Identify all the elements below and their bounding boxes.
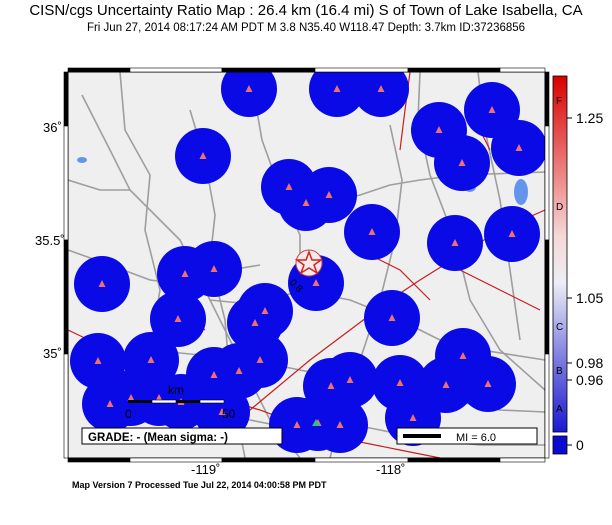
station-triangle-icon: [336, 421, 344, 428]
lat-label-35: 35˚: [43, 346, 62, 361]
colorbar: [552, 75, 572, 455]
frame-segment: [67, 67, 131, 73]
frame-segment: [544, 239, 550, 355]
station-triangle-icon: [251, 319, 259, 326]
colorbar-tick-0-98: 0.98: [576, 355, 604, 371]
frame-segment: [544, 71, 550, 127]
grade-box: GRADE: - (Mean sigma: -): [81, 427, 283, 445]
grade-letter-a: A: [556, 404, 563, 415]
station-triangle-icon: [302, 199, 310, 206]
station-triangle-icon: [409, 414, 417, 421]
grade-text: GRADE: - (Mean sigma: -): [88, 432, 228, 444]
lon-label-119: -119˚: [191, 462, 221, 477]
station-triangle-icon: [442, 381, 450, 388]
station-triangle-icon: [333, 85, 341, 92]
frame-segment: [314, 67, 409, 73]
station-triangle-icon: [396, 379, 404, 386]
station-triangle-icon: [488, 106, 496, 113]
station-triangle-icon: [285, 183, 293, 190]
station-uncertainty-circle: [353, 72, 409, 117]
frame-segment: [221, 457, 316, 463]
frame-segment: [499, 67, 546, 73]
lon-label-118: -118˚: [376, 462, 406, 477]
station-triangle-icon: [293, 421, 301, 428]
station-layer: [70, 72, 545, 453]
station-triangle-icon: [174, 315, 182, 322]
frame-segment: [67, 457, 131, 463]
map-title: CISN/cgs Uncertainty Ratio Map : 26.4 km…: [29, 2, 583, 19]
station-triangle-icon: [312, 279, 320, 286]
station-uncertainty-circle: [221, 72, 277, 117]
frame-segment: [544, 353, 550, 459]
station-triangle-icon: [515, 144, 523, 151]
map-frame-ticks: [63, 67, 550, 463]
mi-legend-text: MI = 6.0: [456, 432, 496, 444]
frame-segment: [499, 457, 546, 463]
station-triangle-icon: [484, 380, 492, 387]
frame-segment: [63, 125, 69, 241]
scale-bar-unit: km: [168, 383, 184, 397]
station-triangle-icon: [458, 159, 466, 166]
station-triangle-icon: [218, 408, 226, 415]
station-triangle-icon: [245, 85, 253, 92]
station-triangle-icon: [261, 307, 269, 314]
frame-segment: [63, 71, 69, 127]
station-uncertainty-circle: [309, 72, 365, 117]
colorbar-tick-1-25: 1.25: [576, 110, 604, 126]
colorbar-tick-1-05: 1.05: [576, 290, 604, 306]
station-triangle-icon: [235, 367, 243, 374]
frame-segment: [544, 125, 550, 241]
station-triangle-icon: [98, 280, 106, 287]
station-triangle-icon: [388, 314, 396, 321]
scale-bar-end: 50: [222, 407, 236, 421]
grade-letter-d: D: [556, 202, 564, 213]
station-triangle-icon: [94, 357, 102, 364]
station-triangle-icon: [451, 239, 459, 246]
map-subtitle: Fri Jun 27, 2014 08:17:24 AM PDT M 3.8 N…: [86, 22, 526, 34]
scale-bar-start: 0: [125, 407, 132, 421]
frame-segment: [129, 67, 223, 73]
star-icon: [294, 249, 324, 275]
station-triangle-icon: [435, 126, 443, 133]
station-triangle-icon: [508, 230, 516, 237]
station-triangle-icon: [327, 382, 335, 389]
station-triangle-icon: [459, 352, 467, 359]
station-triangle-icon: [199, 152, 207, 159]
frame-segment: [221, 67, 316, 73]
station-triangle-icon: [210, 265, 218, 272]
station-triangle-icon: [368, 228, 376, 235]
station-triangle-icon: [155, 394, 163, 401]
frame-segment: [63, 239, 69, 355]
grade-letter-f: F: [556, 96, 563, 107]
colorbar-tick-0: 0: [576, 437, 584, 453]
station-triangle-icon: [325, 191, 333, 198]
colorbar-tick-0-96: 0.96: [576, 372, 604, 388]
scale-bar: km 0 50: [125, 383, 236, 421]
station-triangle-icon: [106, 400, 114, 407]
station-triangle-icon: [210, 371, 218, 378]
station-triangle-icon: [377, 85, 385, 92]
frame-segment: [407, 67, 501, 73]
map-footer: Map Version 7 Processed Tue Jul 22, 2014…: [72, 480, 327, 490]
station-triangle-icon: [147, 356, 155, 363]
lat-label-35-5: 35.5˚: [35, 233, 65, 248]
station-triangle-icon: [256, 356, 264, 363]
grade-letter-c: C: [556, 322, 564, 333]
grade-letter-b: B: [556, 366, 563, 377]
epicenter-marker: [294, 249, 324, 277]
frame-segment: [63, 353, 69, 459]
lat-label-36: 36˚: [43, 120, 62, 135]
station-triangle-icon: [127, 394, 135, 401]
mi-legend: MI = 6.0: [396, 427, 538, 445]
frame-segment: [407, 457, 501, 463]
station-triangle-icon: [346, 376, 354, 383]
station-triangle-icon: [181, 270, 189, 277]
station-triangle-icon: [312, 419, 320, 426]
